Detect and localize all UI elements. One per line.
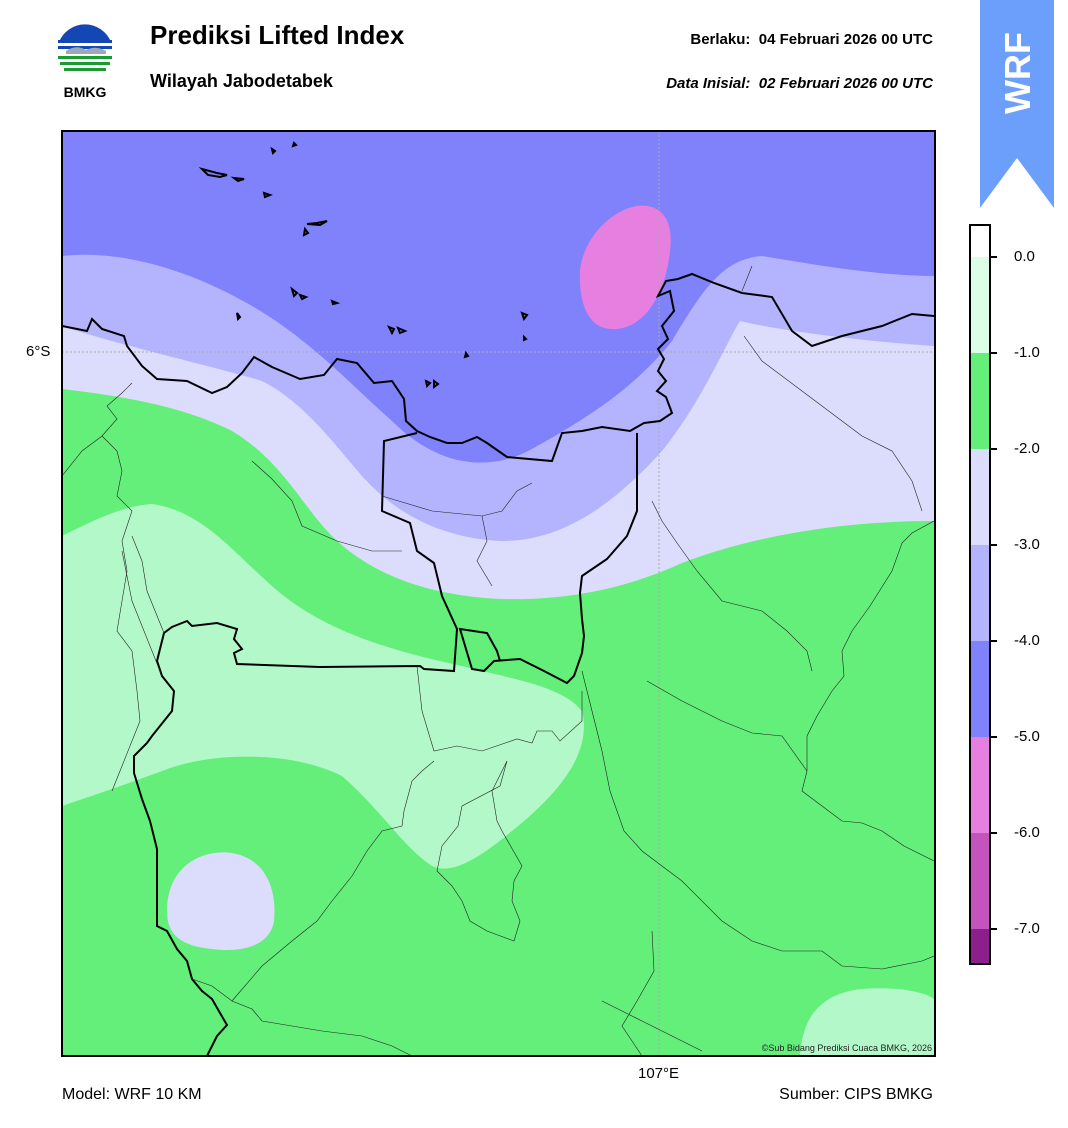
regency-boundaries: [62, 265, 934, 1056]
lifted-index-map: [62, 131, 934, 1056]
province-boundary-banten: [133, 432, 459, 1056]
coastline: [62, 272, 934, 463]
colorbar: [969, 224, 991, 965]
colorbar-tick: [991, 352, 997, 354]
province-boundary-jakarta: [458, 433, 638, 685]
colorbar-frame: [969, 224, 991, 965]
colorbar-band: [969, 929, 991, 965]
colorbar-band: [969, 353, 991, 449]
valid-value: 04 Februari 2026 00 UTC: [758, 31, 933, 48]
wrf-badge-text: WRF: [997, 32, 1038, 114]
field-li-0-m1-se: [800, 988, 934, 1056]
valid-time: Berlaku: 04 Februari 2026 00 UTC: [690, 31, 933, 48]
colorbar-tick: [991, 448, 997, 450]
init-label: Data Inisial:: [666, 75, 751, 92]
colorbar-tick: [991, 256, 997, 258]
colorbar-tick: [991, 832, 997, 834]
colorbar-tick-label: -7.0: [1014, 920, 1040, 937]
colorbar-tick: [991, 640, 997, 642]
colorbar-tick-label: -6.0: [1014, 824, 1040, 841]
thousand-islands: [198, 141, 529, 389]
colorbar-svg: [969, 224, 991, 965]
colorbar-tick-label: -2.0: [1014, 440, 1040, 457]
colorbar-band: [969, 545, 991, 641]
field-li-m5-m6: [579, 205, 671, 330]
map-title: Prediksi Lifted Index: [150, 20, 405, 50]
field-li-0-m1: [62, 504, 584, 869]
colorbar-band: [969, 737, 991, 833]
logo-text: BMKG: [63, 84, 107, 100]
colorbar-tick: [991, 544, 997, 546]
latitude-label: 6°S: [26, 343, 51, 360]
longitude-label: 107°E: [638, 1065, 680, 1082]
model-info: Model: WRF 10 KM: [62, 1086, 202, 1103]
colorbar-band-above-0: [969, 224, 991, 257]
map-credit: ©Sub Bidang Prediksi Cuaca BMKG, 2026: [761, 1043, 932, 1053]
colorbar-tick-label: 0.0: [1014, 248, 1035, 265]
colorbar-band: [969, 833, 991, 929]
init-value: 02 Februari 2026 00 UTC: [758, 75, 933, 92]
map-svg: [62, 131, 934, 1056]
colorbar-tick-label: -4.0: [1014, 632, 1040, 649]
bmkg-logo: [52, 20, 118, 100]
source-info: Sumber: CIPS BMKG: [779, 1086, 933, 1103]
init-time: Data Inisial: 02 Februari 2026 00 UTC: [666, 75, 933, 92]
colorbar-tick: [991, 736, 997, 738]
field-li-m2-m3-blob: [167, 852, 275, 951]
colorbar-tick-label: -3.0: [1014, 536, 1040, 553]
colorbar-band: [969, 449, 991, 545]
colorbar-band: [969, 257, 991, 353]
colorbar-tick-label: -1.0: [1014, 344, 1040, 361]
wrf-badge: WRF: [980, 0, 1054, 208]
colorbar-tick-label: -5.0: [1014, 728, 1040, 745]
valid-label: Berlaku:: [690, 31, 751, 48]
region-subtitle: Wilayah Jabodetabek: [150, 71, 333, 91]
colorbar-tick: [991, 928, 997, 930]
colorbar-band: [969, 641, 991, 737]
